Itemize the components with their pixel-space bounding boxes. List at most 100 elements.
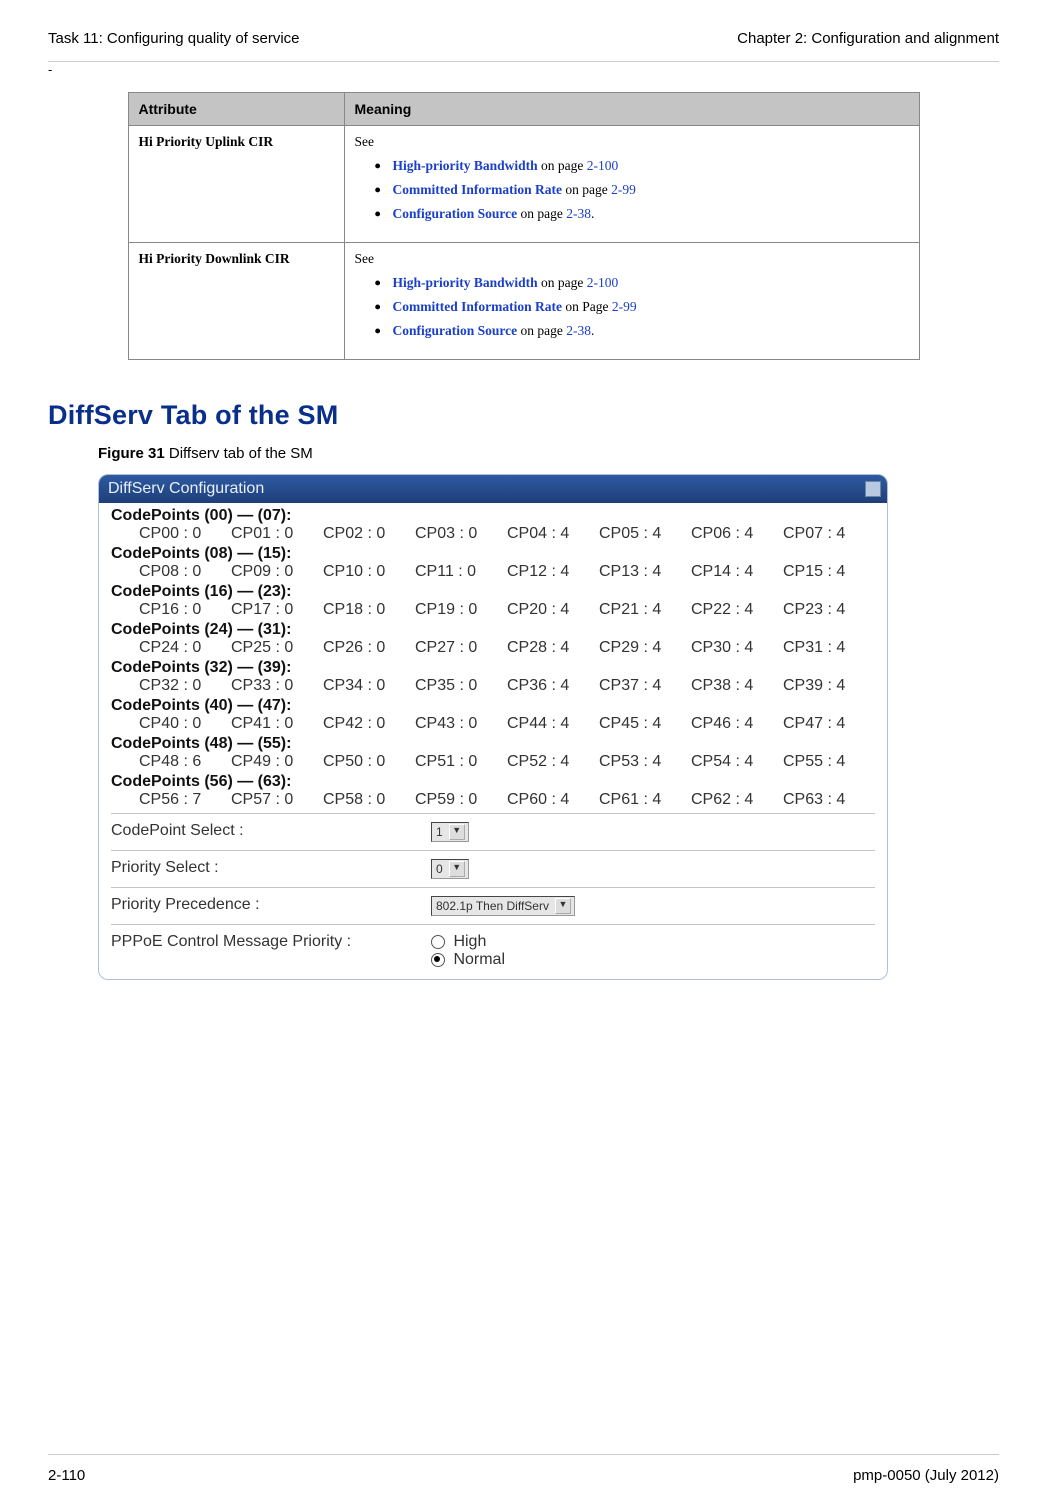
page-ref-link[interactable]: 2-99 — [611, 182, 636, 197]
radio-option[interactable]: High — [431, 933, 505, 951]
codepoint-value: CP04 : 4 — [507, 525, 599, 543]
codepoint-value: CP60 : 4 — [507, 791, 599, 809]
footer-right: pmp-0050 (July 2012) — [853, 1467, 999, 1484]
codepoint-value: CP54 : 4 — [691, 753, 783, 771]
codepoint-value: CP34 : 0 — [323, 677, 415, 695]
codepoint-value: CP57 : 0 — [231, 791, 323, 809]
codepoint-group-title: CodePoints (32) — (39): — [111, 659, 875, 677]
codepoint-select-dropdown[interactable]: 1 ▼ — [431, 822, 469, 842]
codepoint-value: CP46 : 4 — [691, 715, 783, 733]
codepoint-value: CP20 : 4 — [507, 601, 599, 619]
cross-ref-link[interactable]: Committed Information Rate — [393, 299, 562, 314]
codepoint-value: CP47 : 4 — [783, 715, 875, 733]
attribute-table: Attribute Meaning Hi Priority Uplink CIR… — [128, 92, 920, 360]
codepoint-value: CP16 : 0 — [139, 601, 231, 619]
codepoint-value: CP14 : 4 — [691, 563, 783, 581]
page-ref-link[interactable]: 2-38 — [566, 323, 591, 338]
codepoint-value: CP24 : 0 — [139, 639, 231, 657]
figure-number: Figure 31 — [98, 445, 165, 462]
table-cell-meaning: SeeHigh-priority Bandwidth on page 2-100… — [344, 243, 919, 360]
list-item: High-priority Bandwidth on page 2-100 — [375, 158, 909, 174]
codepoint-value: CP06 : 4 — [691, 525, 783, 543]
codepoint-value: CP39 : 4 — [783, 677, 875, 695]
codepoint-value: CP09 : 0 — [231, 563, 323, 581]
codepoint-value: CP01 : 0 — [231, 525, 323, 543]
codepoint-row: CP16 : 0CP17 : 0CP18 : 0CP19 : 0CP20 : 4… — [111, 601, 875, 619]
codepoint-value: CP19 : 0 — [415, 601, 507, 619]
cross-ref-link[interactable]: Configuration Source — [393, 323, 518, 338]
cross-ref-link[interactable]: Committed Information Rate — [393, 182, 562, 197]
section-heading: DiffServ Tab of the SM — [48, 400, 999, 431]
codepoint-value: CP32 : 0 — [139, 677, 231, 695]
codepoint-value: CP25 : 0 — [231, 639, 323, 657]
cross-ref-link[interactable]: Configuration Source — [393, 206, 518, 221]
chevron-down-icon: ▼ — [449, 861, 465, 877]
list-item: High-priority Bandwidth on page 2-100 — [375, 275, 909, 291]
priority-precedence-value: 802.1p Then DiffServ — [436, 899, 555, 913]
codepoint-value: CP33 : 0 — [231, 677, 323, 695]
codepoint-row: CP08 : 0CP09 : 0CP10 : 0CP11 : 0CP12 : 4… — [111, 563, 875, 581]
codepoint-select-label: CodePoint Select : — [111, 822, 431, 840]
table-cell-meaning: SeeHigh-priority Bandwidth on page 2-100… — [344, 126, 919, 243]
codepoint-value: CP07 : 4 — [783, 525, 875, 543]
codepoint-value: CP11 : 0 — [415, 563, 507, 581]
page-ref-link[interactable]: 2-100 — [587, 275, 619, 290]
diffserv-panel: DiffServ Configuration CodePoints (00) —… — [98, 474, 888, 980]
codepoint-value: CP05 : 4 — [599, 525, 691, 543]
codepoint-value: CP58 : 0 — [323, 791, 415, 809]
collapse-icon[interactable] — [865, 481, 881, 497]
codepoint-value: CP08 : 0 — [139, 563, 231, 581]
codepoint-value: CP40 : 0 — [139, 715, 231, 733]
codepoint-value: CP59 : 0 — [415, 791, 507, 809]
codepoint-value: CP02 : 0 — [323, 525, 415, 543]
codepoint-value: CP36 : 4 — [507, 677, 599, 695]
codepoint-value: CP21 : 4 — [599, 601, 691, 619]
table-cell-attribute: Hi Priority Uplink CIR — [128, 126, 344, 243]
codepoint-value: CP29 : 4 — [599, 639, 691, 657]
codepoint-value: CP31 : 4 — [783, 639, 875, 657]
priority-precedence-dropdown[interactable]: 802.1p Then DiffServ ▼ — [431, 896, 575, 916]
codepoint-row: CP00 : 0CP01 : 0CP02 : 0CP03 : 0CP04 : 4… — [111, 525, 875, 543]
codepoint-value: CP18 : 0 — [323, 601, 415, 619]
list-item: Configuration Source on page 2-38. — [375, 323, 909, 339]
codepoint-select-value: 1 — [436, 825, 449, 839]
priority-precedence-label: Priority Precedence : — [111, 896, 431, 914]
list-item: Committed Information Rate on page 2-99 — [375, 182, 909, 198]
codepoint-value: CP48 : 6 — [139, 753, 231, 771]
codepoint-value: CP26 : 0 — [323, 639, 415, 657]
codepoint-value: CP61 : 4 — [599, 791, 691, 809]
codepoint-value: CP50 : 0 — [323, 753, 415, 771]
codepoint-value: CP23 : 4 — [783, 601, 875, 619]
codepoint-value: CP27 : 0 — [415, 639, 507, 657]
codepoint-value: CP28 : 4 — [507, 639, 599, 657]
radio-label: Normal — [449, 951, 505, 968]
codepoint-group-title: CodePoints (40) — (47): — [111, 697, 875, 715]
codepoint-value: CP56 : 7 — [139, 791, 231, 809]
codepoint-value: CP51 : 0 — [415, 753, 507, 771]
dash: - — [48, 62, 52, 77]
codepoint-group-title: CodePoints (48) — (55): — [111, 735, 875, 753]
codepoint-value: CP63 : 4 — [783, 791, 875, 809]
codepoint-value: CP49 : 0 — [231, 753, 323, 771]
cross-ref-link[interactable]: High-priority Bandwidth — [393, 275, 538, 290]
codepoint-value: CP41 : 0 — [231, 715, 323, 733]
pppoe-row: PPPoE Control Message Priority : High No… — [111, 929, 875, 973]
codepoint-value: CP45 : 4 — [599, 715, 691, 733]
cross-ref-link[interactable]: High-priority Bandwidth — [393, 158, 538, 173]
codepoint-select-row: CodePoint Select : 1 ▼ — [111, 818, 875, 846]
codepoint-value: CP17 : 0 — [231, 601, 323, 619]
codepoint-group-title: CodePoints (56) — (63): — [111, 773, 875, 791]
page-ref-link[interactable]: 2-99 — [612, 299, 637, 314]
codepoint-group-title: CodePoints (24) — (31): — [111, 621, 875, 639]
radio-option[interactable]: Normal — [431, 951, 505, 969]
page-ref-link[interactable]: 2-100 — [587, 158, 619, 173]
codepoint-row: CP56 : 7CP57 : 0CP58 : 0CP59 : 0CP60 : 4… — [111, 791, 875, 809]
codepoint-row: CP32 : 0CP33 : 0CP34 : 0CP35 : 0CP36 : 4… — [111, 677, 875, 695]
priority-select-label: Priority Select : — [111, 859, 431, 877]
page-ref-link[interactable]: 2-38 — [566, 206, 591, 221]
priority-select-dropdown[interactable]: 0 ▼ — [431, 859, 469, 879]
list-item: Configuration Source on page 2-38. — [375, 206, 909, 222]
codepoint-value: CP03 : 0 — [415, 525, 507, 543]
header-left: Task 11: Configuring quality of service — [48, 30, 300, 47]
codepoint-value: CP42 : 0 — [323, 715, 415, 733]
